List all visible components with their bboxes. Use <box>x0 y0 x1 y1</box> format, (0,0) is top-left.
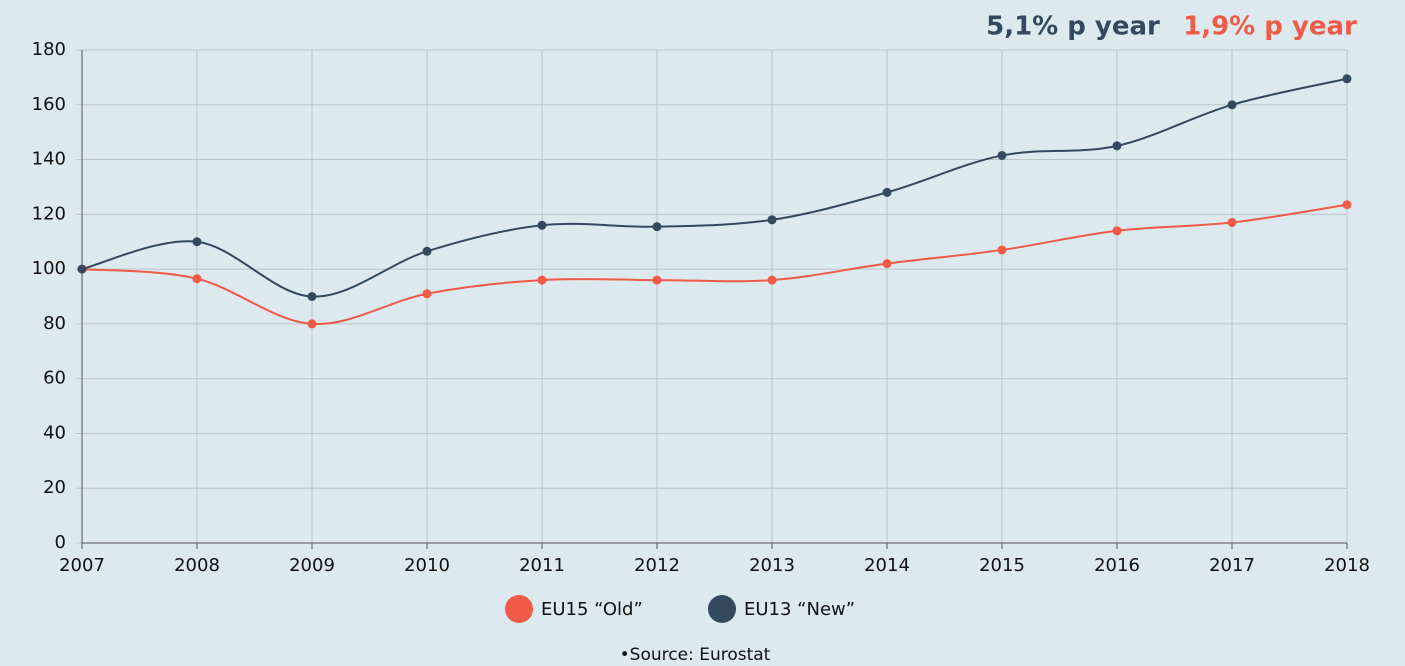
legend-swatch <box>505 595 533 623</box>
x-tick-label: 2016 <box>1094 555 1140 576</box>
point <box>192 274 202 284</box>
point <box>882 259 892 269</box>
point <box>652 222 662 232</box>
point <box>537 220 547 230</box>
series-line <box>81 77 1348 298</box>
y-tick-label: 20 <box>43 477 66 498</box>
point <box>997 245 1007 255</box>
point <box>1342 74 1352 84</box>
y-tick-label: 160 <box>32 94 66 115</box>
point <box>307 292 317 301</box>
x-tick-label: 2009 <box>289 555 335 576</box>
x-tick-label: 2015 <box>979 555 1025 576</box>
point <box>537 275 547 285</box>
x-tick-label: 2008 <box>174 555 220 576</box>
legend-label: EU13 “New” <box>744 599 855 620</box>
y-tick-label: 100 <box>32 258 66 279</box>
series-line <box>81 203 1348 325</box>
point <box>77 264 87 274</box>
x-tick-label: 2014 <box>864 555 910 576</box>
point <box>882 187 892 197</box>
point <box>1112 141 1122 151</box>
x-tick-label: 2007 <box>59 555 105 576</box>
y-tick-label: 60 <box>43 368 66 389</box>
point <box>192 237 202 247</box>
point <box>1112 226 1122 236</box>
point <box>1227 100 1237 110</box>
legend-label: EU15 “Old” <box>541 599 643 620</box>
legend-swatch <box>708 595 736 623</box>
x-tick-label: 2018 <box>1324 555 1370 576</box>
point <box>997 150 1007 160</box>
y-tick-label: 0 <box>55 532 66 553</box>
source: •Source: Eurostat <box>620 645 771 665</box>
point <box>767 275 777 285</box>
x-tick-label: 2011 <box>519 555 565 576</box>
x-tick-label: 2013 <box>749 555 795 576</box>
x-tick-label: 2012 <box>634 555 680 576</box>
y-tick-label: 80 <box>43 313 66 334</box>
point <box>1342 200 1352 210</box>
point <box>652 275 662 285</box>
x-tick-label: 2010 <box>404 555 450 576</box>
annotation: 5,1% p year <box>986 12 1160 42</box>
point <box>422 289 432 299</box>
y-tick-label: 120 <box>32 203 66 224</box>
x-tick-label: 2017 <box>1209 555 1255 576</box>
y-tick-label: 140 <box>32 149 66 170</box>
annotation: 1,9% p year <box>1183 12 1357 42</box>
point <box>307 319 317 329</box>
point <box>767 215 777 225</box>
y-tick-label: 40 <box>43 422 66 443</box>
point <box>422 246 432 256</box>
y-tick-label: 180 <box>32 39 66 60</box>
point <box>1227 218 1237 228</box>
